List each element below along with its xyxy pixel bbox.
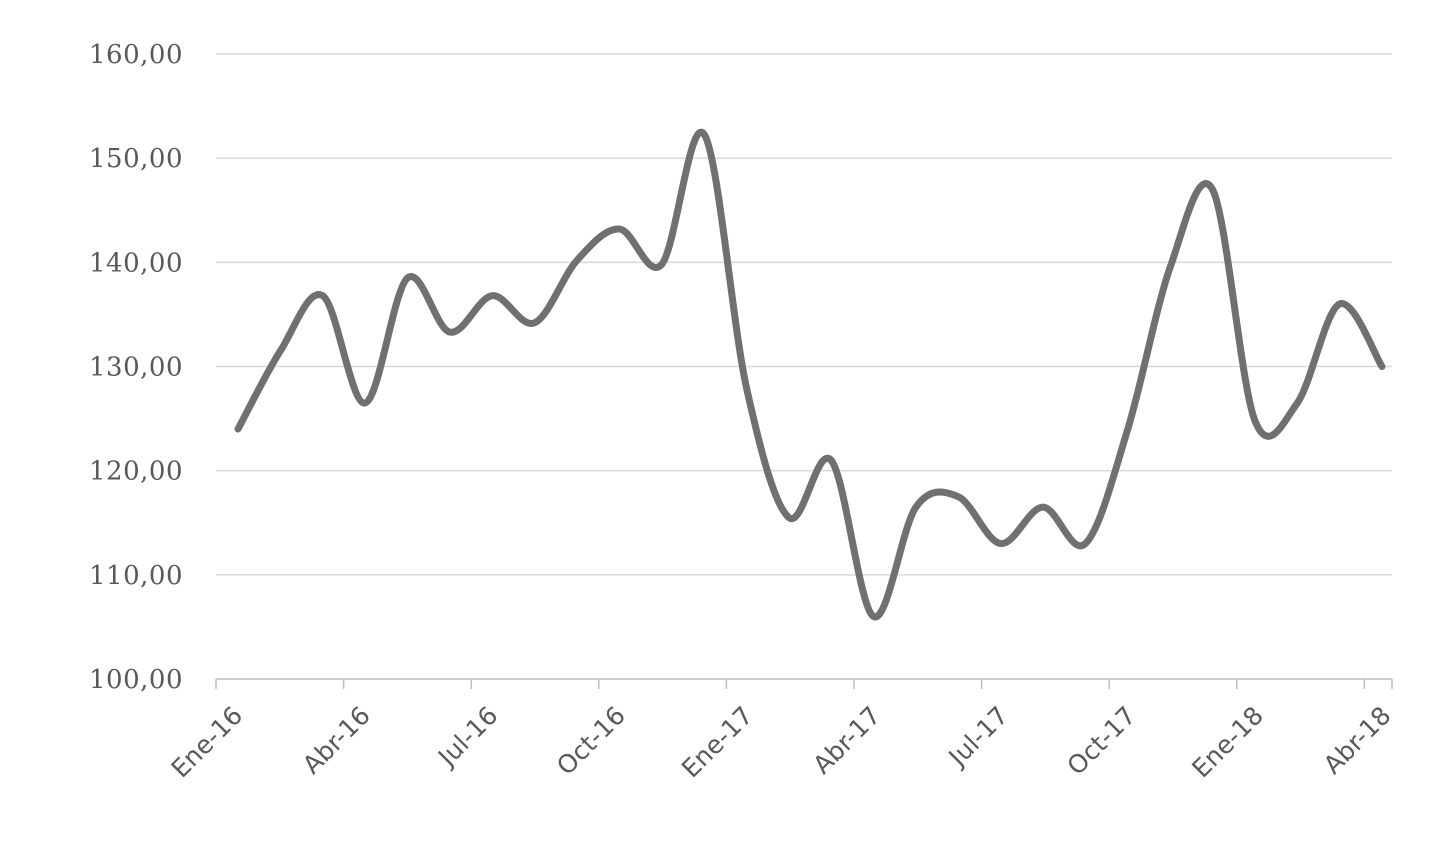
x-tick-label: Abr-16: [297, 701, 376, 780]
x-tick-label: Ene-16: [166, 701, 249, 784]
y-tick-label: 160,00: [89, 40, 183, 70]
series-line: [234, 128, 1386, 621]
x-axis-tick-marks: [215, 679, 1393, 689]
y-tick-label: 130,00: [89, 353, 183, 383]
y-tick-label: 140,00: [89, 248, 183, 278]
x-tick-label: Ene-18: [1186, 701, 1269, 784]
series-layer: [234, 128, 1386, 621]
y-tick-label: 110,00: [89, 561, 183, 591]
x-tick-label: Abr-17: [807, 701, 886, 780]
x-axis-tick-labels: Ene-16 Abr-16 Jul-16 Oct-16 Ene-17 Abr-17 Jul-…: [166, 701, 1397, 784]
y-axis-tick-labels: 100,00 110,00 120,00 130,00 140,00 150,00 160,…: [89, 40, 183, 695]
x-tick-label: Abr-18: [1318, 701, 1397, 780]
x-tick-label: Jul-17: [942, 701, 1014, 773]
x-tick-label: Oct-17: [1061, 701, 1141, 781]
x-tick-label: Ene-17: [676, 701, 759, 784]
x-tick-label: Jul-16: [431, 701, 503, 773]
gridlines: [216, 53, 1392, 576]
x-tick-label: Oct-16: [551, 701, 631, 781]
y-tick-label: 150,00: [89, 144, 183, 174]
y-tick-label: 100,00: [89, 665, 183, 695]
y-tick-label: 120,00: [89, 457, 183, 487]
